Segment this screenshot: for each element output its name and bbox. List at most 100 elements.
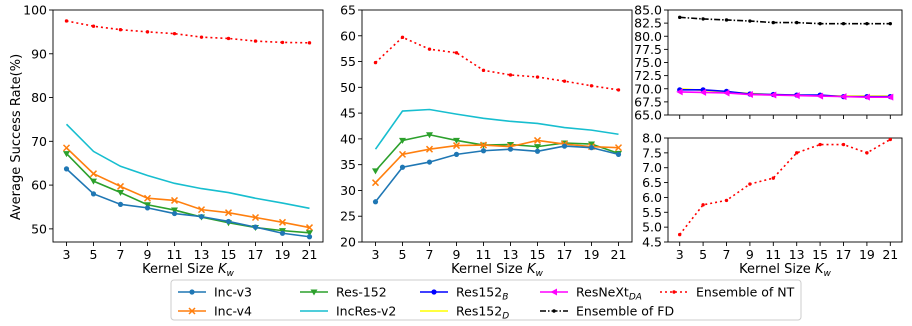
data-point [425, 145, 434, 153]
data-point [280, 40, 285, 45]
data-point [589, 84, 594, 88]
panel-2-xtick-label: 17 [557, 247, 573, 262]
data-point [723, 89, 730, 97]
legend: Inc-v3 Inc-v4 Res-152 IncRes-v2 Res152BRes15… [170, 279, 802, 322]
panel-3-lower-xtick-label: 15 [812, 247, 828, 262]
panel-2-ytick-label: 30 [340, 183, 356, 198]
legend-label: Res152B [456, 285, 508, 303]
data-point [454, 51, 459, 55]
panel-2-xtick-label: 19 [584, 247, 600, 262]
data-point [886, 93, 894, 101]
legend-label: Ensemble of FD [576, 304, 674, 319]
panel-1-xtick-label: 11 [167, 247, 183, 262]
data-point [865, 21, 869, 26]
data-point [840, 93, 847, 101]
data-point [251, 213, 260, 222]
series-line-inc-v4 [65, 147, 310, 229]
legend-entry-inc-v3: Inc-v3 [178, 285, 252, 300]
panel-3-upper-ytick-label: 72.5 [634, 68, 662, 83]
series-inc-v4 [62, 144, 314, 232]
panel-2-xtick-label: 3 [372, 247, 380, 262]
legend-label: Res-152 [336, 285, 387, 300]
panel-3-upper-ytick-label: 75.0 [634, 55, 662, 70]
panel-3-lower-xtick-label: 19 [859, 247, 875, 262]
data-point [198, 214, 205, 220]
series-line-inc-v4 [374, 139, 619, 184]
data-point [427, 47, 432, 51]
data-point [818, 21, 822, 26]
data-point [748, 19, 752, 23]
panel-3-lower-ytick-label: 6.0 [642, 190, 662, 205]
legend-marker [431, 289, 437, 295]
data-point [452, 142, 461, 150]
panel-3-upper-frame [667, 9, 903, 116]
data-point [588, 145, 595, 151]
panel-1-ytick-label: 70 [31, 134, 47, 149]
panel-3-lower-xtick-label: 21 [882, 247, 898, 262]
data-point [888, 21, 892, 26]
data-point [372, 168, 379, 175]
panel-2-frame [361, 9, 633, 243]
data-point [676, 88, 683, 96]
series-line-ensemble-of-fd [679, 16, 891, 25]
panel-3-lower-ytick-label: 7.5 [642, 145, 662, 160]
panel-3-upper-ytick-label: 67.5 [634, 94, 662, 109]
panel-2-ytick-label: 20 [340, 235, 356, 250]
data-point [701, 17, 705, 21]
panel-3-lower-ytick-label: 5.5 [642, 205, 662, 220]
series-line-incres-v2 [65, 123, 310, 210]
panel-1-xtick-label: 17 [248, 247, 264, 262]
panel-3-lower-ytick-label: 8.0 [642, 131, 662, 146]
data-point [62, 144, 71, 152]
panel-1-frame [52, 9, 324, 243]
panel-2-ytick-label: 60 [340, 28, 356, 43]
legend-label: Res152D [456, 304, 509, 322]
series-line-ensemble-of-nt [66, 20, 310, 44]
data-point [117, 201, 124, 207]
panel-3-lower-xtick-label: 13 [789, 247, 805, 262]
data-point [793, 92, 800, 100]
legend-label: Ensemble of NT [696, 285, 795, 300]
data-point [371, 179, 380, 187]
legend-entry-res152b: Res152B [420, 285, 508, 303]
panel-3-lower-ytick-label: 7.0 [642, 160, 662, 175]
panel-3-lower-xtick-label: 9 [746, 247, 754, 262]
legend-label: ResNeXtDA [576, 285, 642, 303]
data-point [724, 18, 729, 22]
panel-2-ytick-label: 35 [340, 157, 356, 172]
panel-1-ytick-label: 100 [23, 3, 47, 18]
legend-label: IncRes-v2 [336, 304, 396, 319]
data-point [91, 24, 96, 28]
panel-2-ytick-label: 45 [340, 106, 356, 121]
panel-3-upper-ytick-label: 85.0 [634, 3, 662, 18]
series-ensemble-of-fd [678, 15, 892, 26]
panel-1-xtick-label: 3 [63, 247, 71, 262]
data-point [144, 205, 151, 211]
legend-marker [672, 290, 676, 294]
panel-3: 65.067.570.072.575.077.580.082.585.04.55… [634, 3, 903, 279]
data-point [118, 27, 123, 32]
panel-1: 50 60 70 80 90 100 3 5 7 9 11 13 15 17 19 21 Kernel Size… [23, 3, 324, 279]
panel-1-xtick-label: 13 [194, 247, 210, 262]
panel-3-upper-ytick-label: 70.0 [634, 81, 662, 96]
data-point [841, 21, 846, 26]
data-point [481, 68, 486, 73]
data-point [533, 136, 542, 144]
data-point [534, 144, 541, 151]
panel-3-lower-xtick-label: 3 [676, 247, 684, 262]
data-point [480, 148, 487, 154]
panel-2-xtick-label: 11 [476, 247, 492, 262]
panel-1-ytick-label: 60 [31, 178, 47, 193]
panel-3-lower-xtick-label: 5 [699, 247, 707, 262]
series-res-152 [63, 151, 313, 237]
data-point [226, 36, 231, 41]
data-point [701, 203, 705, 207]
data-point [305, 224, 314, 232]
data-point [224, 209, 233, 217]
data-point [252, 224, 259, 230]
data-point [724, 198, 729, 203]
series-line-res-152 [65, 153, 310, 234]
panel-3-lower-xtick-label: 11 [765, 247, 781, 262]
